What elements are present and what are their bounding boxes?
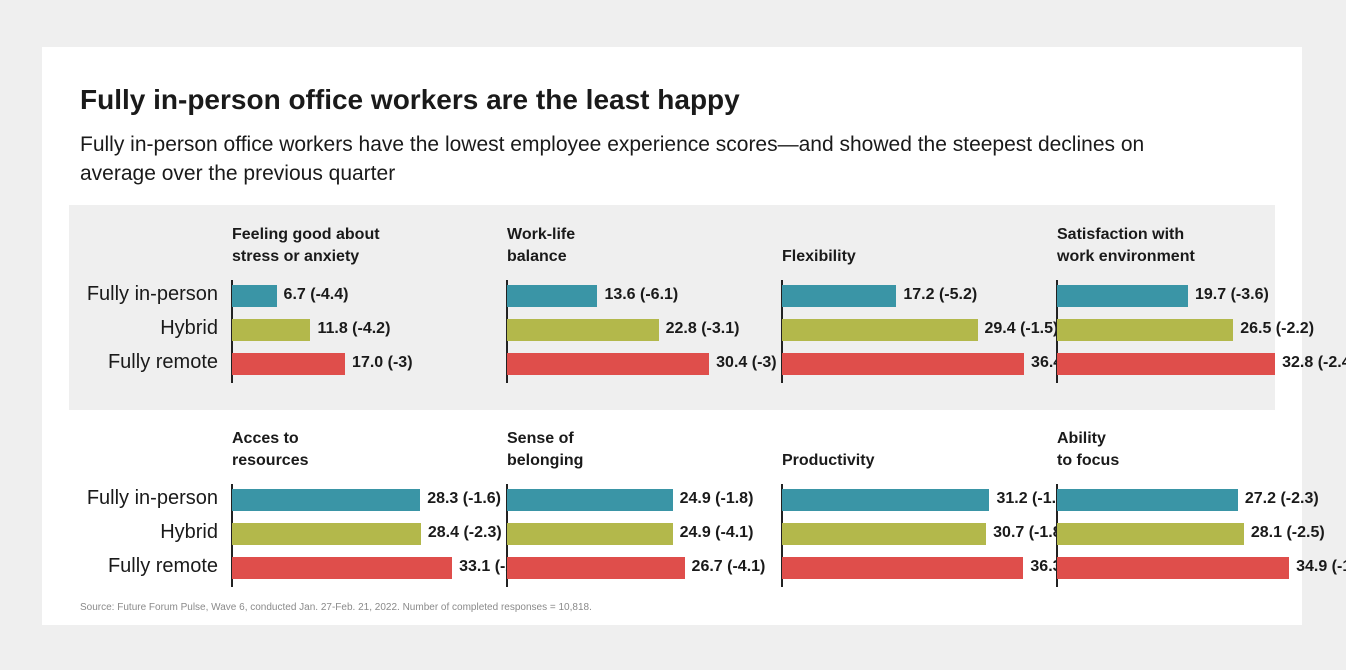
- value-label: 26.5 (-2.2): [1240, 320, 1315, 337]
- subtitle: Fully in-person office workers have the …: [80, 133, 1145, 185]
- bar: [507, 557, 685, 579]
- bar: [232, 489, 421, 511]
- panel-title: Ability to focus: [1057, 430, 1120, 469]
- bar: [232, 557, 453, 579]
- bar: [1057, 353, 1276, 375]
- bar: [782, 557, 1024, 579]
- value-label: 13.6 (-6.1): [604, 286, 679, 303]
- bar: [507, 489, 673, 511]
- bar: [1057, 523, 1244, 545]
- bar: [782, 319, 978, 341]
- bar: [507, 285, 598, 307]
- title: Fully in-person office workers are the l…: [80, 84, 740, 115]
- value-label: 27.2 (-2.3): [1244, 490, 1319, 507]
- panel-title: Flexibility: [782, 248, 856, 265]
- value-label: 29.4 (-1.5): [984, 320, 1059, 337]
- panel-title: Satisfaction with work environment: [1057, 226, 1195, 265]
- bar: [507, 353, 710, 375]
- bar: [782, 489, 990, 511]
- value-label: 30.7 (-1.8): [993, 524, 1067, 541]
- value-label: 24.9 (-1.8): [679, 490, 754, 507]
- bar: [232, 523, 421, 545]
- category-label: Hybrid: [160, 317, 218, 339]
- bar: [232, 285, 277, 307]
- category-label: Fully remote: [107, 351, 218, 373]
- value-label: 34.9 (-1.1): [1296, 558, 1346, 575]
- value-label: 19.7 (-3.6): [1195, 286, 1269, 303]
- value-label: 28.3 (-1.6): [427, 490, 501, 507]
- category-label: Hybrid: [160, 521, 218, 543]
- value-label: 17.2 (-5.2): [903, 286, 978, 303]
- bar: [1057, 557, 1290, 579]
- value-label: 22.8 (-3.1): [665, 320, 740, 337]
- panel-title: Sense of belonging: [507, 430, 584, 469]
- value-label: 31.2 (-1.1): [996, 490, 1071, 507]
- bar: [782, 353, 1025, 375]
- value-label: 6.7 (-4.4): [283, 286, 349, 303]
- bar: [1057, 285, 1188, 307]
- bar: [507, 523, 673, 545]
- value-label: 28.4 (-2.3): [427, 524, 502, 541]
- bar: [232, 319, 311, 341]
- value-label: 30.4 (-3): [716, 354, 777, 371]
- source: Source: Future Forum Pulse, Wave 6, cond…: [80, 602, 592, 613]
- value-label: 32.8 (-2.4): [1282, 354, 1346, 371]
- category-label: Fully in-person: [86, 283, 218, 305]
- value-label: 11.8 (-4.2): [317, 320, 391, 337]
- bar: [232, 353, 346, 375]
- value-label: 17.0 (-3): [352, 354, 413, 371]
- panel-title: Work-life balance: [507, 226, 576, 265]
- panel-background: [69, 205, 1275, 410]
- panel-title: Acces to resources: [232, 430, 309, 469]
- bar: [782, 285, 897, 307]
- panel-title: Productivity: [782, 452, 875, 469]
- bar: [1057, 489, 1238, 511]
- panel-title: Feeling good about stress or anxiety: [232, 226, 380, 265]
- category-label: Fully remote: [107, 555, 218, 577]
- bar: [1057, 319, 1234, 341]
- bar: [507, 319, 659, 341]
- value-label: 24.9 (-4.1): [679, 524, 754, 541]
- value-label: 26.7 (-4.1): [691, 558, 766, 575]
- bar: [782, 523, 987, 545]
- category-label: Fully in-person: [86, 487, 218, 509]
- value-label: 28.1 (-2.5): [1250, 524, 1325, 541]
